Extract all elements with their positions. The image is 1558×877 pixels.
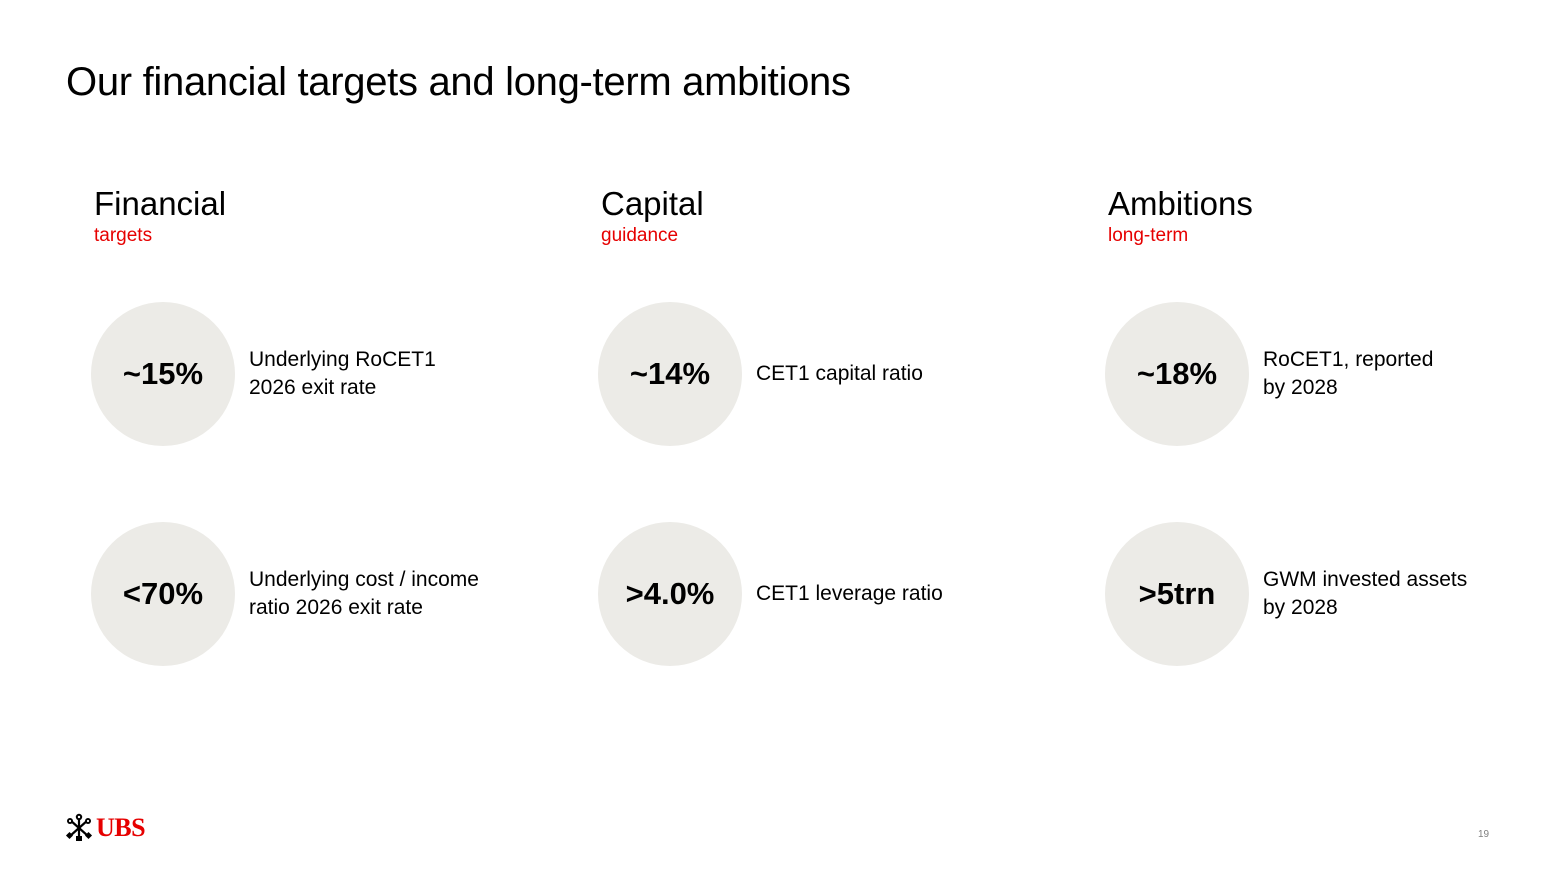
capital-guidance-column: Capital guidance ~14% CET1 capital ratio… [598, 184, 1041, 666]
metric-item: ~14% CET1 capital ratio [598, 302, 923, 446]
column-subheading: targets [94, 225, 153, 246]
long-term-ambitions-column: Ambitions long-term ~18% RoCET1, reporte… [1105, 184, 1548, 666]
column-subheading: long-term [1108, 225, 1189, 246]
metric-label: Underlying cost / income ratio 2026 exit… [249, 568, 479, 619]
slide-title: Our financial targets and long-term ambi… [66, 60, 851, 104]
metric-item: >5trn GWM invested assets by 2028 [1105, 522, 1467, 666]
metric-circle: ~14% [598, 302, 742, 446]
metric-label: CET1 leverage ratio [756, 582, 943, 605]
financial-targets-column: Financial targets ~15% Underlying RoCET1… [91, 184, 534, 666]
metric-item: ~15% Underlying RoCET1 2026 exit rate [91, 302, 436, 446]
metric-label: GWM invested assets by 2028 [1263, 568, 1468, 619]
ubs-logo: UBS [64, 812, 146, 844]
column-heading: Financial [94, 185, 227, 222]
metric-circle: <70% [91, 522, 235, 666]
metric-value: ~15% [122, 356, 204, 391]
metric-item: <70% Underlying cost / income ratio 2026… [91, 522, 479, 666]
metric-item: >4.0% CET1 leverage ratio [598, 522, 943, 666]
metric-circle: >5trn [1105, 522, 1249, 666]
metric-circle: ~18% [1105, 302, 1249, 446]
metric-label: CET1 capital ratio [756, 362, 923, 385]
column-heading: Capital [601, 185, 704, 222]
page-number: 19 [1478, 829, 1490, 840]
metric-value: <70% [122, 576, 204, 611]
logo-text: UBS [96, 813, 146, 842]
keys-icon [65, 813, 93, 842]
metric-value: ~18% [1136, 356, 1218, 391]
metric-label: RoCET1, reported by 2028 [1263, 348, 1434, 399]
metric-circle: ~15% [91, 302, 235, 446]
metric-circle: >4.0% [598, 522, 742, 666]
column-heading: Ambitions [1108, 185, 1253, 222]
metric-value: ~14% [629, 356, 711, 391]
metric-item: ~18% RoCET1, reported by 2028 [1105, 302, 1433, 446]
metric-value: >5trn [1138, 576, 1216, 611]
column-subheading: guidance [601, 225, 679, 246]
metric-value: >4.0% [625, 576, 715, 611]
metric-label: Underlying RoCET1 2026 exit rate [249, 348, 436, 399]
